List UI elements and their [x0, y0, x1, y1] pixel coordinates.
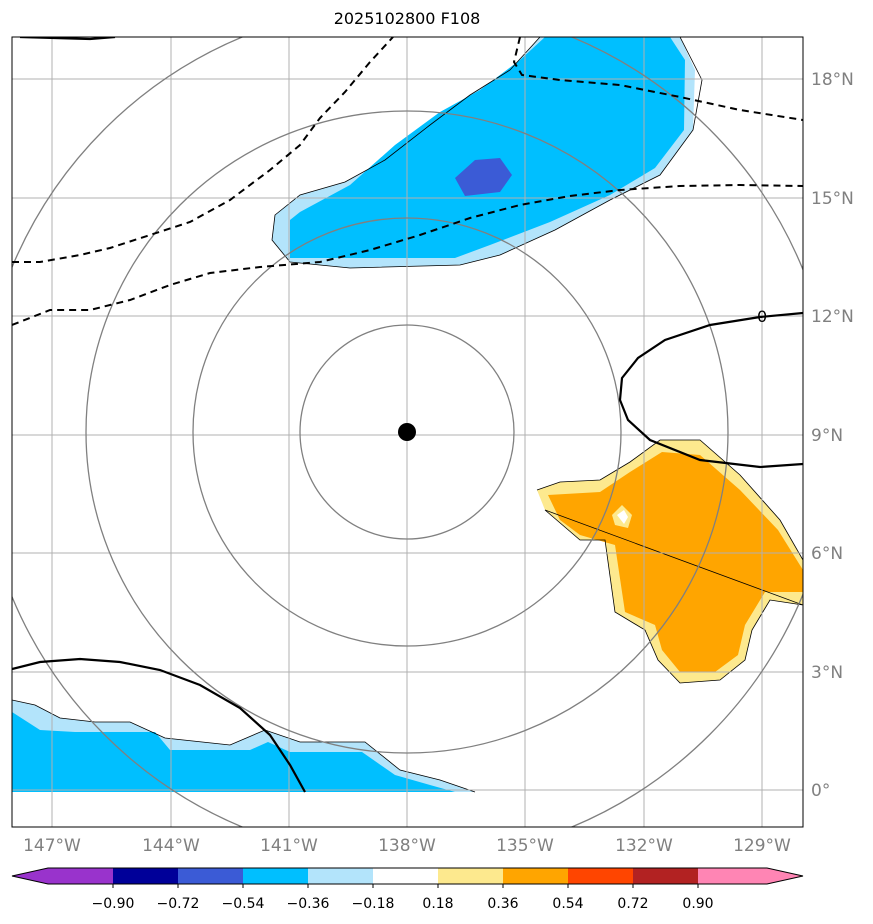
range-ring-3 [85, 110, 729, 754]
colorbar-swatch [633, 868, 699, 884]
longitude-labels: 147°W 144°W 141°W 138°W 135°W 132°W 129°… [23, 836, 791, 856]
colorbar-max-arrow [767, 868, 803, 884]
colorbar-swatch [113, 868, 179, 884]
colorbar-swatch [438, 868, 504, 884]
lon-label: 132°W [615, 836, 673, 856]
negative-anomaly-south [12, 699, 476, 793]
colorbar-label: 0.72 [617, 896, 648, 912]
colorbar-label: 0.18 [422, 896, 453, 912]
colorbar-swatch [373, 868, 439, 884]
range-ring-2 [192, 217, 622, 647]
colorbar-label: 0.54 [552, 896, 583, 912]
contour-label: 0 [757, 307, 767, 326]
latitude-labels: 18°N 15°N 12°N 9°N 6°N 3°N 0° [811, 70, 854, 801]
colorbar-swatch [503, 868, 569, 884]
colorbar-min-arrow [12, 868, 48, 884]
lat-label: 15°N [811, 189, 854, 209]
colorbar-swatch [698, 868, 767, 884]
lat-label: 18°N [811, 70, 854, 90]
lon-label: 138°W [378, 836, 436, 856]
colorbar-label: 0.36 [487, 896, 518, 912]
lat-label: 3°N [811, 663, 843, 683]
range-ring-1 [299, 324, 515, 540]
range-rings [12, 37, 803, 827]
lon-label: 129°W [733, 836, 791, 856]
storm-center-marker [398, 423, 416, 441]
colorbar-label: −0.54 [222, 896, 265, 912]
colorbar-label: 0.90 [682, 896, 713, 912]
colorbar-label: −0.36 [287, 896, 330, 912]
lon-label: 141°W [260, 836, 318, 856]
colorbar-swatch [308, 868, 374, 884]
colorbar: −0.90 −0.72 −0.54 −0.36 −0.18 0.18 0.36 … [11, 867, 804, 912]
colorbar-label: −0.18 [352, 896, 395, 912]
map-frame [11, 36, 804, 828]
lat-label: 0° [811, 781, 830, 801]
lon-label: 144°W [142, 836, 200, 856]
solid-contours [12, 37, 803, 793]
colorbar-swatch [48, 868, 114, 884]
lat-label: 9°N [811, 426, 843, 446]
colorbar-swatch [568, 868, 634, 884]
negative-anomaly-north [271, 37, 703, 269]
colorbar-label: −0.90 [92, 896, 135, 912]
positive-anomaly-east [536, 439, 803, 684]
lon-label: 147°W [23, 836, 81, 856]
map-title: 2025102800 F108 [333, 9, 481, 28]
lat-label: 12°N [811, 307, 854, 327]
lon-label: 135°W [496, 836, 554, 856]
dashed-contours [12, 37, 803, 326]
colorbar-swatch [178, 868, 244, 884]
lat-label: 6°N [811, 544, 843, 564]
colorbar-outline [11, 867, 804, 885]
colorbar-label: −0.72 [157, 896, 200, 912]
colorbar-swatch [243, 868, 309, 884]
